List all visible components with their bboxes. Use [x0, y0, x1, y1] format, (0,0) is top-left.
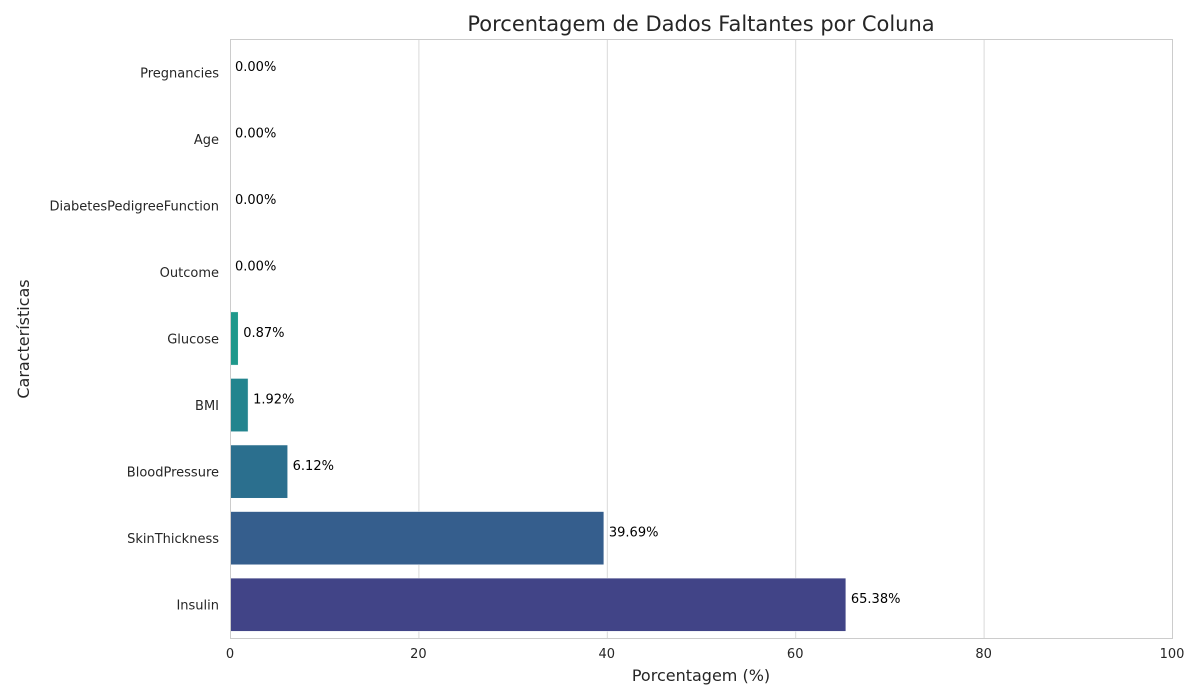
- data-label: 0.00%: [235, 126, 276, 141]
- chart-title: Porcentagem de Dados Faltantes por Colun…: [467, 12, 934, 36]
- bars: [229, 311, 847, 632]
- y-tick-label: Insulin: [176, 599, 219, 614]
- bar: [229, 311, 239, 366]
- value-labels: 0.00% 0.00% 0.00% 0.00% 0.87% 1.92% 6.12% 39.69…: [235, 60, 900, 607]
- bar: [229, 511, 605, 566]
- bar: [229, 378, 249, 432]
- x-tick-label: 80: [975, 647, 992, 662]
- x-tick-label: 20: [410, 647, 427, 662]
- data-label: 0.87%: [243, 326, 284, 341]
- y-tick-label: BloodPressure: [127, 466, 219, 481]
- y-tick-label: BMI: [195, 399, 219, 414]
- y-tick-label: Glucose: [167, 333, 219, 348]
- x-tick-label: 40: [599, 647, 616, 662]
- bar: [229, 577, 847, 632]
- data-label: 1.92%: [253, 393, 294, 408]
- x-axis-label: Porcentagem (%): [632, 666, 770, 685]
- data-label: 39.69%: [609, 526, 659, 541]
- bar: [229, 444, 288, 499]
- x-tick-label: 100: [1160, 647, 1185, 662]
- y-tick-label: SkinThickness: [127, 532, 219, 547]
- y-axis-label: Características: [14, 279, 33, 398]
- plot-frame: [230, 39, 1173, 639]
- y-tick-labels: Pregnancies Age DiabetesPedigreeFunction Ou…: [49, 66, 219, 613]
- data-label: 0.00%: [235, 193, 276, 208]
- y-tick-label: DiabetesPedigreeFunction: [49, 199, 219, 214]
- y-tick-label: Age: [194, 133, 219, 148]
- y-tick-label: Pregnancies: [140, 66, 219, 81]
- y-tick-label: Outcome: [160, 266, 219, 281]
- x-tick-labels: 0 20 40 60 80 100: [226, 647, 1185, 662]
- data-label: 0.00%: [235, 259, 276, 274]
- x-tick-label: 60: [787, 647, 804, 662]
- data-label: 6.12%: [293, 459, 334, 474]
- x-tick-label: 0: [226, 647, 234, 662]
- data-label: 0.00%: [235, 60, 276, 75]
- data-label: 65.38%: [851, 592, 901, 607]
